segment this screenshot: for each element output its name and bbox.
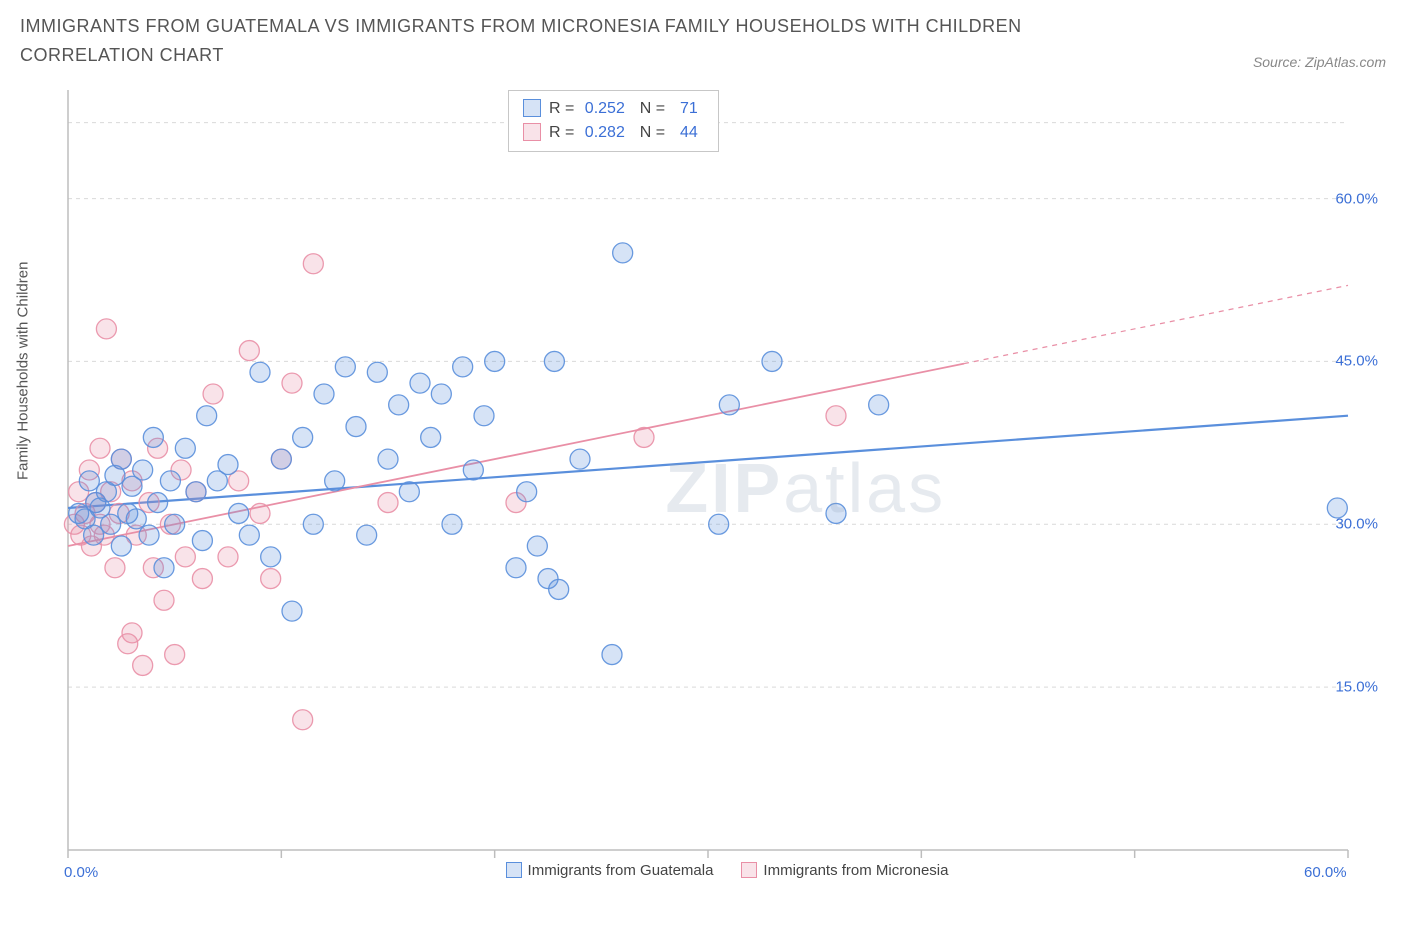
y-tick-label: 45.0%	[1308, 353, 1378, 370]
correlation-legend: R = 0.252 N = 71R = 0.282 N = 44	[508, 90, 719, 152]
x-tick-label: 60.0%	[1304, 864, 1347, 881]
x-tick-label: 0.0%	[64, 864, 98, 881]
chart-area: Family Households with Children 15.0%30.…	[38, 80, 1388, 870]
source-label: Source: ZipAtlas.com	[1253, 54, 1386, 70]
y-tick-label: 60.0%	[1308, 190, 1378, 207]
y-tick-label: 30.0%	[1308, 516, 1378, 533]
series-legend: Immigrants from GuatemalaImmigrants from…	[38, 862, 1388, 866]
chart-title: IMMIGRANTS FROM GUATEMALA VS IMMIGRANTS …	[20, 12, 1120, 70]
scatter-plot	[38, 80, 1388, 880]
y-axis-label: Family Households with Children	[15, 262, 32, 480]
y-tick-label: 15.0%	[1308, 679, 1378, 696]
